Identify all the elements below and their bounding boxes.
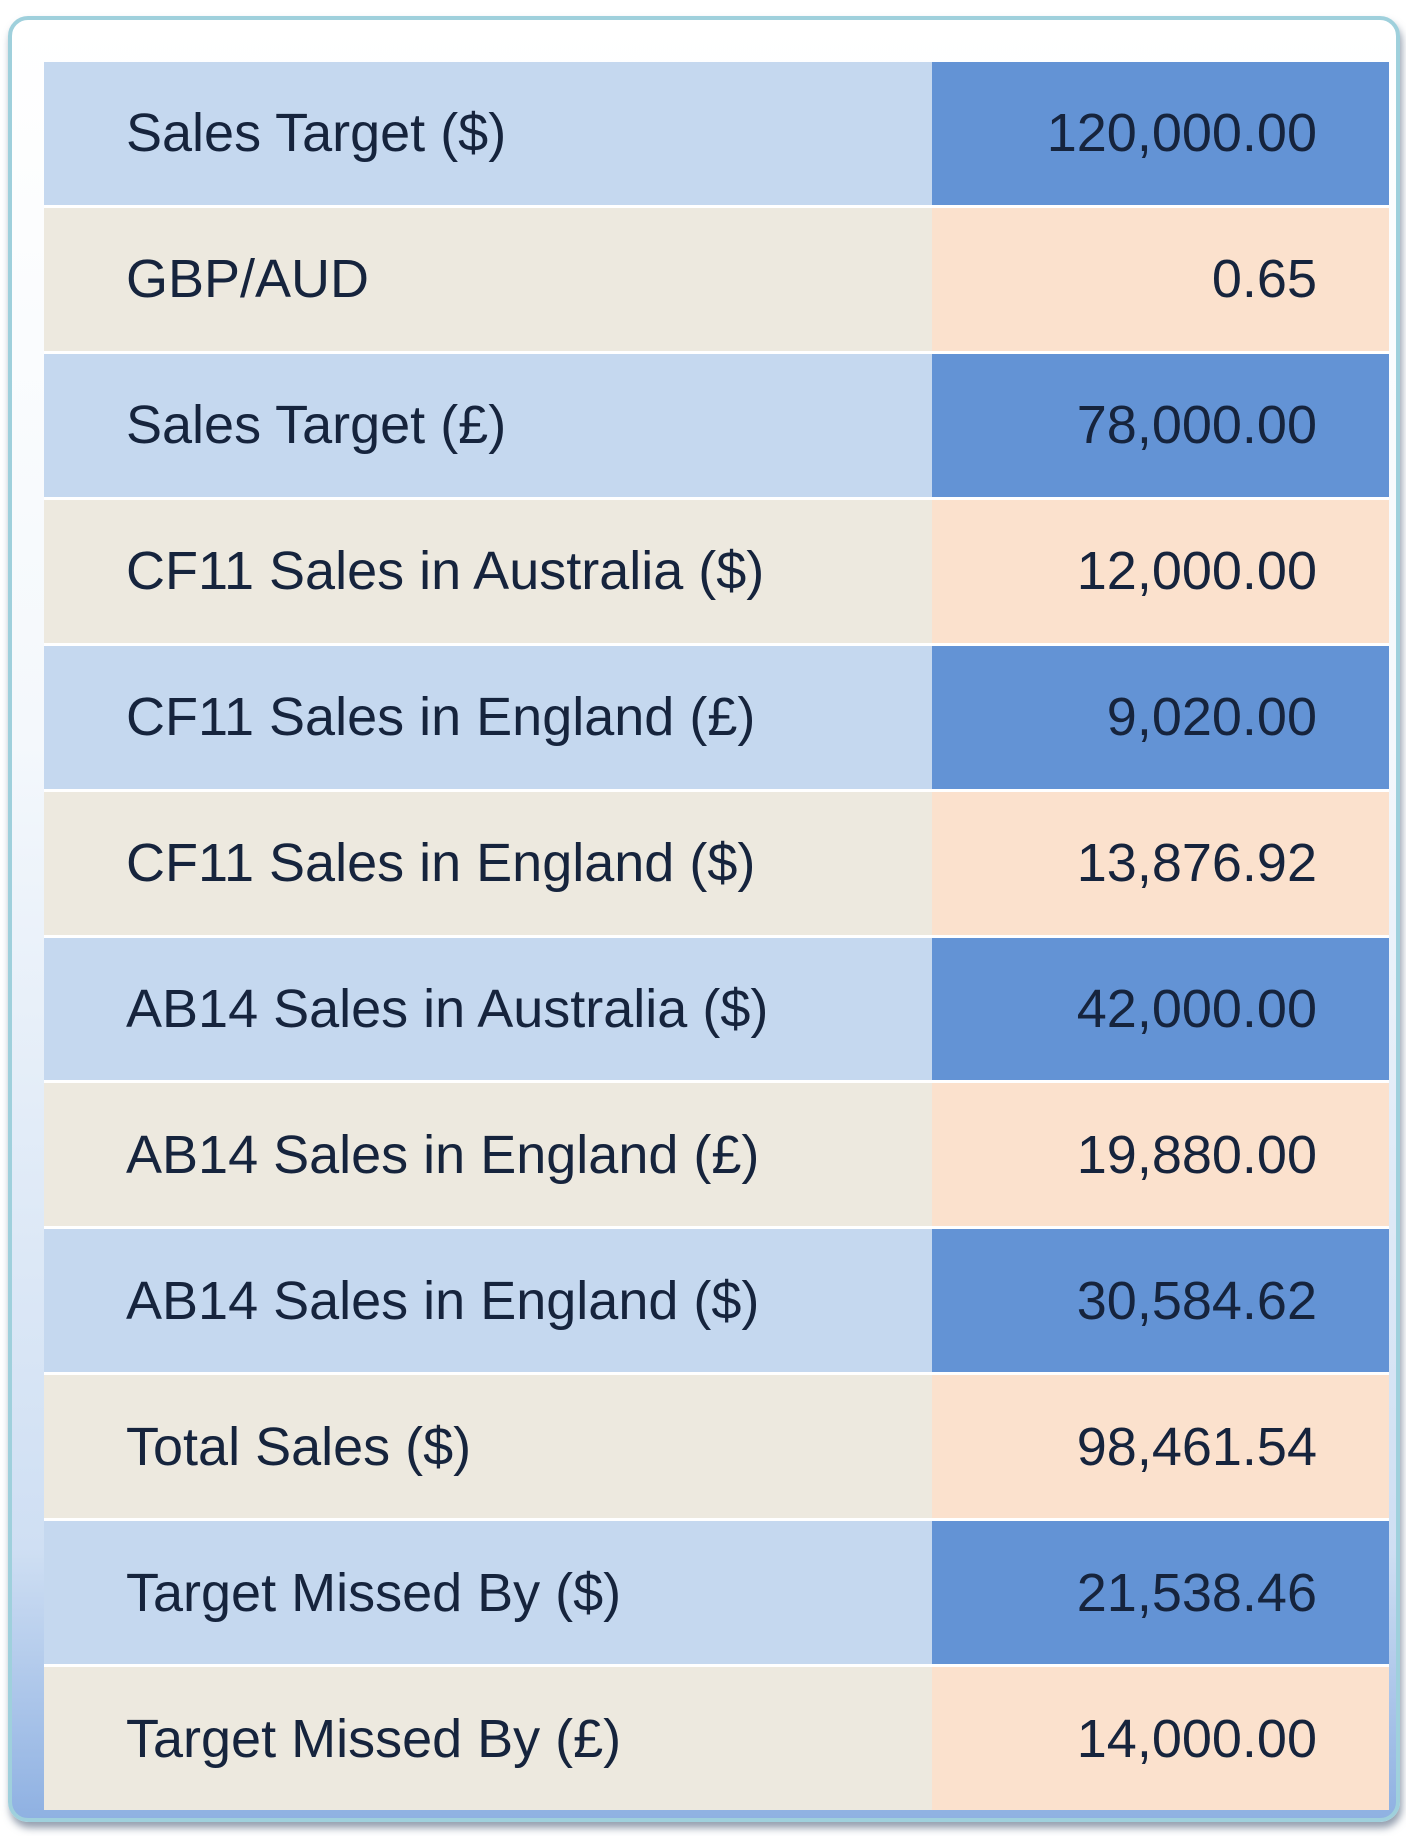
table-row: AB14 Sales in Australia ($) 42,000.00 bbox=[44, 937, 1389, 1084]
row-label: AB14 Sales in Australia ($) bbox=[44, 937, 932, 1081]
row-label: Target Missed By ($) bbox=[44, 1521, 932, 1665]
row-value: 120,000.00 bbox=[932, 62, 1389, 205]
row-value: 78,000.00 bbox=[932, 353, 1389, 497]
table-row: CF11 Sales in England ($) 13,876.92 bbox=[44, 791, 1389, 938]
row-value: 9,020.00 bbox=[932, 645, 1389, 789]
row-value: 12,000.00 bbox=[932, 499, 1389, 643]
table-row: AB14 Sales in England (£) 19,880.00 bbox=[44, 1083, 1389, 1230]
table-row: GBP/AUD 0.65 bbox=[44, 207, 1389, 354]
table-row: Sales Target (£) 78,000.00 bbox=[44, 353, 1389, 500]
row-label: CF11 Sales in England (£) bbox=[44, 645, 932, 789]
row-value: 42,000.00 bbox=[932, 937, 1389, 1081]
row-value: 98,461.54 bbox=[932, 1375, 1389, 1519]
row-value: 13,876.92 bbox=[932, 791, 1389, 935]
table-row: Total Sales ($) 98,461.54 bbox=[44, 1375, 1389, 1522]
table-row: AB14 Sales in England ($) 30,584.62 bbox=[44, 1229, 1389, 1376]
sales-table: Sales Target ($) 120,000.00 GBP/AUD 0.65… bbox=[44, 62, 1389, 1811]
row-label: Sales Target ($) bbox=[44, 62, 932, 205]
row-value: 0.65 bbox=[932, 207, 1389, 351]
table-row: CF11 Sales in England (£) 9,020.00 bbox=[44, 645, 1389, 792]
table-row: CF11 Sales in Australia ($) 12,000.00 bbox=[44, 499, 1389, 646]
row-value: 21,538.46 bbox=[932, 1521, 1389, 1665]
row-label: CF11 Sales in Australia ($) bbox=[44, 499, 932, 643]
row-label: GBP/AUD bbox=[44, 207, 932, 351]
row-label: Target Missed By (£) bbox=[44, 1667, 932, 1811]
row-value: 14,000.00 bbox=[932, 1667, 1389, 1811]
table-row: Sales Target ($) 120,000.00 bbox=[44, 62, 1389, 208]
table-frame: Sales Target ($) 120,000.00 GBP/AUD 0.65… bbox=[8, 16, 1400, 1822]
row-label: AB14 Sales in England ($) bbox=[44, 1229, 932, 1373]
row-label: Total Sales ($) bbox=[44, 1375, 932, 1519]
row-label: CF11 Sales in England ($) bbox=[44, 791, 932, 935]
row-value: 30,584.62 bbox=[932, 1229, 1389, 1373]
table-row: Target Missed By (£) 14,000.00 bbox=[44, 1667, 1389, 1811]
row-label: Sales Target (£) bbox=[44, 353, 932, 497]
table-row: Target Missed By ($) 21,538.46 bbox=[44, 1521, 1389, 1668]
row-label: AB14 Sales in England (£) bbox=[44, 1083, 932, 1227]
row-value: 19,880.00 bbox=[932, 1083, 1389, 1227]
